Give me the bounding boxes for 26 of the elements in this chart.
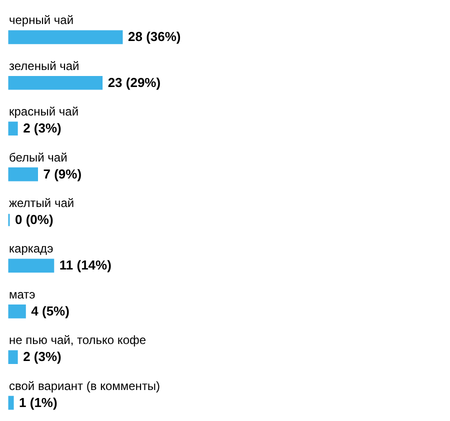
bar bbox=[8, 30, 123, 44]
bar bbox=[8, 350, 18, 364]
y-tick-label: желтый чай bbox=[9, 196, 74, 210]
data-label: 2 (3%) bbox=[23, 349, 62, 364]
y-tick-label: черный чай bbox=[9, 13, 74, 28]
data-label: 28 (36%) bbox=[128, 29, 181, 44]
bar bbox=[8, 396, 14, 410]
data-label: 4 (5%) bbox=[31, 303, 70, 318]
bar bbox=[8, 304, 26, 318]
data-label: 11 (14%) bbox=[59, 258, 112, 273]
bar bbox=[8, 76, 103, 90]
data-label: 7 (9%) bbox=[43, 166, 82, 182]
data-label: 23 (29%) bbox=[108, 74, 161, 90]
y-tick-label: матэ bbox=[9, 287, 36, 302]
bar bbox=[8, 167, 38, 182]
y-tick-label: красный чай bbox=[9, 104, 79, 119]
y-tick-label: каркадэ bbox=[9, 242, 54, 256]
data-label: 1 (1%) bbox=[19, 394, 58, 410]
y-tick-label: белый чай bbox=[9, 150, 68, 164]
y-tick-label: свой вариант (в комменты) bbox=[9, 378, 160, 393]
data-label: 2 (3%) bbox=[23, 120, 62, 136]
y-tick-label: зеленый чай bbox=[9, 58, 80, 73]
data-label: 0 (0%) bbox=[15, 212, 54, 227]
bar bbox=[8, 122, 18, 136]
bar bbox=[8, 258, 54, 273]
y-tick-label: не пью чай, только кофе bbox=[9, 333, 146, 348]
